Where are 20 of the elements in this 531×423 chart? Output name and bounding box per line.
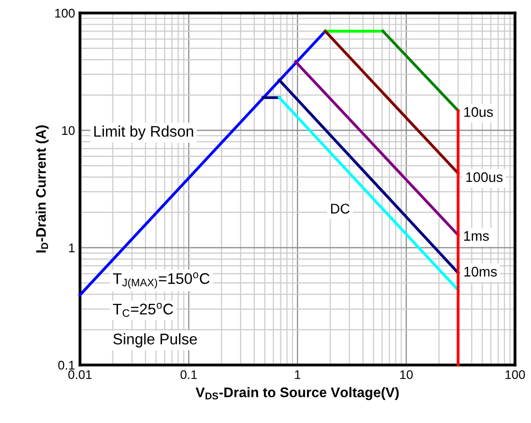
annotation: 1ms [464,231,489,241]
x-tick-label: 1 [294,370,300,379]
x-axis-title: V$_{DS}$-Drain to Source Voltage(V) [196,387,399,400]
annotation: 100us [466,172,503,182]
y-tick-label: 10 [62,126,75,135]
y-tick-label: 100 [55,8,75,18]
y-tick-label: 0.1 [58,360,75,370]
x-tick-label: 0.01 [68,370,92,380]
y-tick-label: 1 [69,244,75,252]
x-tick-label: 100 [506,370,525,380]
x-tick-label: 10 [400,370,413,380]
annotation: 10us [464,107,493,117]
annotation: Single Pulse [113,333,197,348]
annotation: DC [331,204,350,214]
annotation: 10ms [464,266,497,277]
x-tick-label: 0.1 [180,370,197,380]
y-axis-title: I$_{D}$-Drain Current (A) [36,125,49,252]
annotation: Limit by Rdson [94,126,194,140]
annotation: T$_{J(MAX)}$=150$^{o}$C [112,272,210,288]
annotation: T$_{C}$=25$^{o}$C [112,302,174,317]
